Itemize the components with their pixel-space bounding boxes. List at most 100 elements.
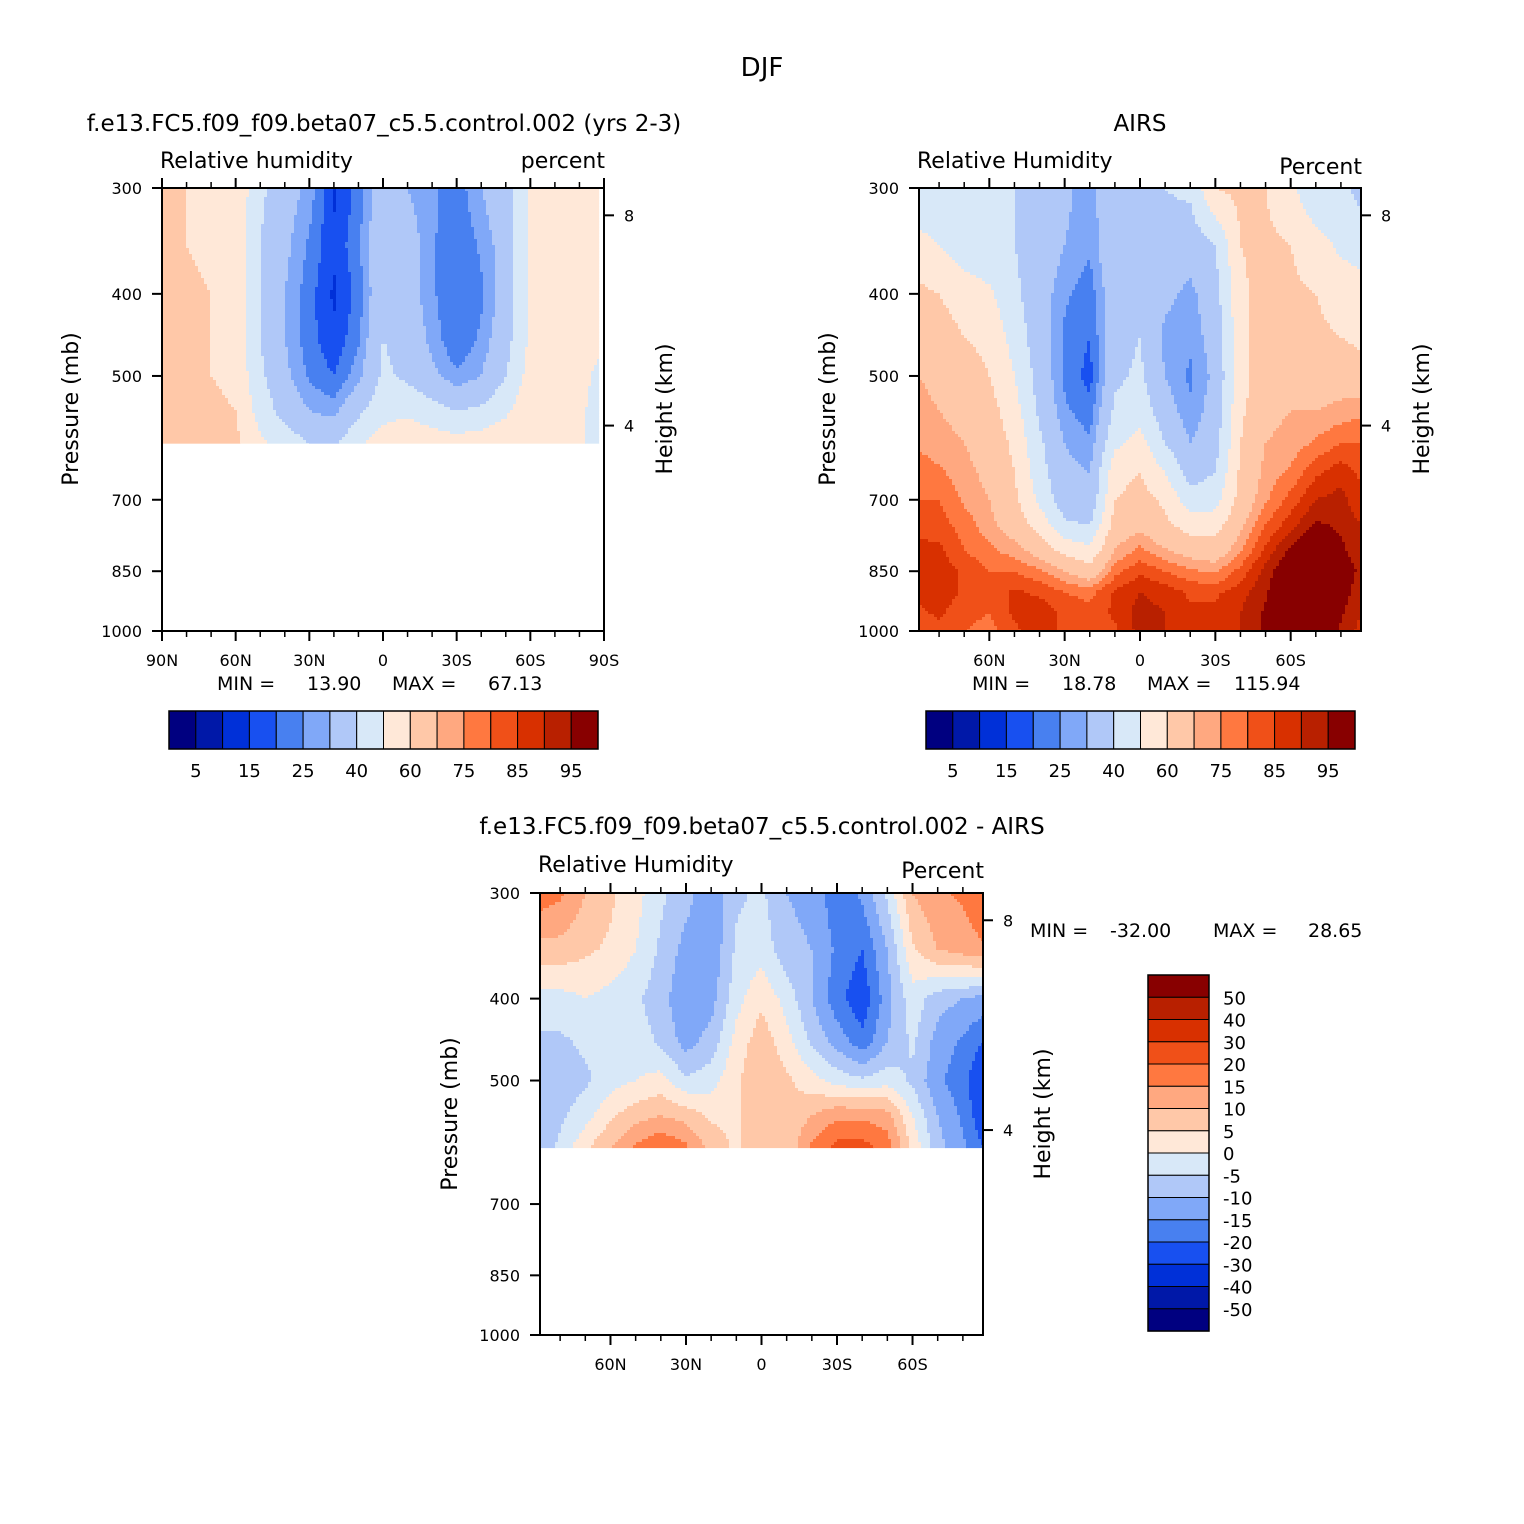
diff-field-cell [675, 1025, 709, 1029]
model-field-cell [186, 203, 247, 207]
obs-field-cell [1228, 575, 1247, 579]
obs-field-cell [1216, 245, 1229, 249]
diff-field-cell [969, 1085, 983, 1089]
obs-field-cell [943, 506, 965, 510]
obs-field-cell [1339, 254, 1361, 258]
diff-field-cell [891, 974, 901, 978]
obs-field-cell [1015, 467, 1031, 471]
model-field-cell [435, 248, 478, 252]
diff-field-cell [645, 1013, 673, 1017]
obs-field-cell [919, 509, 944, 513]
model-field-cell [471, 215, 490, 219]
obs-field-cell [1249, 296, 1319, 300]
obs-field-cell [958, 263, 1019, 267]
obs-field-cell [1150, 578, 1187, 582]
diff-field-cell [831, 1082, 910, 1086]
obs-field-cell [1228, 254, 1244, 258]
obs-field-cell [1231, 446, 1241, 450]
obs-field-cell [1102, 284, 1184, 288]
model-field-cell [348, 260, 361, 264]
obs-field-cell [1063, 329, 1097, 333]
obs-field-cell [1054, 401, 1067, 405]
diff-field-cell [540, 920, 574, 924]
obs-field-cell [1249, 536, 1259, 540]
obs-field-cell [1177, 197, 1205, 201]
model-field-cell [261, 230, 295, 234]
diff-field-cell [819, 1019, 838, 1023]
obs-field-cell [1294, 458, 1316, 462]
obs-field-cell [1258, 539, 1271, 543]
model-field-cell [528, 254, 600, 258]
obs-field-cell [1330, 524, 1361, 528]
obs-field-cell [1096, 188, 1166, 192]
obs-field-cell [1051, 296, 1070, 300]
model-field-cell [210, 320, 247, 324]
obs-field-cell [985, 365, 1013, 369]
diff-field-cell [966, 914, 983, 918]
obs-field-cell [1084, 425, 1091, 429]
diff-field-cell [594, 950, 637, 954]
model-field-cell [591, 371, 600, 375]
model-field-cell [486, 401, 517, 405]
obs-field-cell [1093, 410, 1100, 414]
model-field-cell [315, 296, 331, 300]
model-field-cell [366, 440, 586, 444]
obs-field-cell [1168, 191, 1205, 195]
model-field-cell [306, 254, 322, 258]
obs-field-cell [1357, 623, 1361, 627]
obs-field-cell [1012, 362, 1031, 366]
diff-field-cell [897, 950, 907, 954]
model-field-cell [528, 257, 600, 261]
diff-field-cell [834, 1046, 859, 1050]
diff-field-cell [765, 893, 787, 897]
panel-obs-min-label: MIN = [972, 673, 1030, 695]
obs-field-cell [1180, 500, 1220, 504]
obs-field-cell [919, 617, 938, 621]
model-field-cell [486, 212, 514, 216]
model-field-cell [162, 239, 187, 243]
model-field-cell [492, 242, 514, 246]
model-field-cell [429, 344, 445, 348]
obs-field-cell [919, 242, 938, 246]
diff-field-cell [921, 1016, 940, 1020]
obs-field-cell [1114, 590, 1184, 594]
model-field-cell [348, 326, 361, 330]
model-field-cell [420, 251, 436, 255]
diff-field-cell [798, 1088, 895, 1092]
model-field-cell [321, 344, 346, 348]
diff-field-cell [723, 908, 742, 912]
model-field-cell [282, 419, 358, 423]
obs-field-cell [1051, 350, 1064, 354]
obs-field-cell [1003, 419, 1025, 423]
model-field-cell [261, 344, 286, 348]
model-field-cell [513, 317, 529, 321]
obs-field-cell [1222, 497, 1235, 501]
panel-obs-max-value: 115.94 [1234, 673, 1300, 695]
diff-field-cell [813, 950, 835, 954]
model-field-cell [483, 308, 496, 312]
diff-field-cell [963, 905, 983, 909]
diff-field-cell [918, 1100, 934, 1104]
model-field-cell [348, 230, 361, 234]
diff-field-cell [945, 1073, 970, 1077]
obs-field-cell [1048, 470, 1088, 474]
obs-field-cell [1072, 209, 1097, 213]
diff-field-cell [831, 1064, 928, 1068]
obs-field-cell [1096, 209, 1193, 213]
obs-field-cell [1261, 626, 1340, 630]
obs-field-cell [952, 314, 1001, 318]
diff-field-cell [639, 926, 661, 930]
obs-field-cell [1351, 557, 1361, 561]
obs-field-cell [1270, 554, 1286, 558]
obs-field-cell [1252, 527, 1265, 531]
obs-field-cell [1093, 509, 1106, 513]
obs-field-cell [1234, 200, 1268, 204]
obs-field-cell [1051, 368, 1064, 372]
obs-field-cell [1096, 437, 1109, 441]
obs-field-cell [982, 278, 1022, 282]
obs-field-cell [994, 389, 1019, 393]
diff-field-cell [672, 980, 718, 984]
obs-field-cell [1000, 551, 1031, 555]
obs-field-cell [1171, 308, 1199, 312]
model-field-cell [189, 251, 247, 255]
